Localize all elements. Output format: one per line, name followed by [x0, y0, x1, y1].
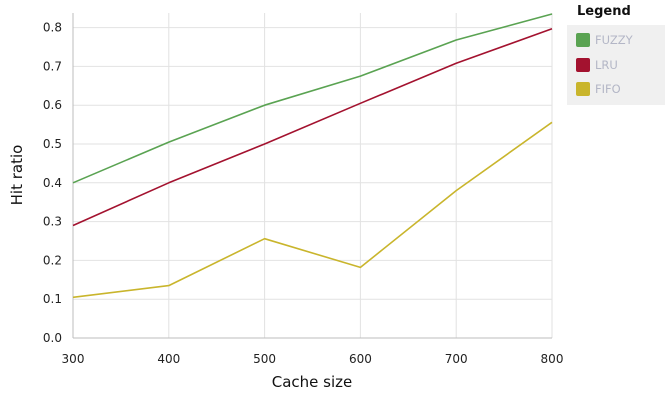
y-tick-label: 0.0: [43, 331, 62, 345]
y-tick-label: 0.3: [43, 215, 62, 229]
legend-item-fuzzy[interactable]: FUZZY: [576, 33, 633, 47]
series-line-lru: [72, 28, 553, 227]
legend-label: LRU: [595, 57, 618, 72]
y-tick-label: 0.5: [43, 137, 62, 151]
y-tick-label: 0.4: [43, 176, 62, 190]
y-tick-label: 0.2: [43, 253, 62, 267]
series-line-fuzzy: [72, 13, 553, 184]
y-tick-label: 0.1: [43, 292, 62, 306]
tick-labels: 0.0 0.1 0.2 0.3 0.4 0.5 0.6 0.7 0.8 300 400 500 600 7…: [43, 21, 564, 366]
legend-label: FUZZY: [595, 33, 633, 47]
legend-swatch: [576, 82, 590, 96]
y-axis-title: Hit ratio: [8, 145, 26, 206]
x-tick-label: 800: [541, 352, 564, 366]
series-lines: [72, 13, 553, 299]
legend-title: Legend: [577, 4, 631, 19]
grid: [72, 13, 553, 339]
legend-item-fifo[interactable]: FIFO: [576, 82, 621, 96]
legend-item-lru[interactable]: LRU: [576, 57, 618, 72]
x-axis-title: Cache size: [272, 373, 353, 391]
axes: [72, 13, 552, 339]
y-tick-label: 0.7: [43, 59, 62, 73]
x-tick-label: 500: [253, 352, 276, 366]
x-tick-label: 300: [62, 352, 85, 366]
series-line-fifo: [72, 121, 553, 299]
legend-swatch: [576, 57, 590, 72]
x-tick-label: 700: [445, 352, 468, 366]
x-tick-label: 600: [349, 352, 372, 366]
legend-swatch: [576, 33, 590, 47]
y-tick-label: 0.8: [43, 21, 62, 35]
x-tick-label: 400: [157, 352, 180, 366]
legend-label: FIFO: [595, 82, 621, 96]
y-tick-label: 0.6: [43, 98, 62, 112]
